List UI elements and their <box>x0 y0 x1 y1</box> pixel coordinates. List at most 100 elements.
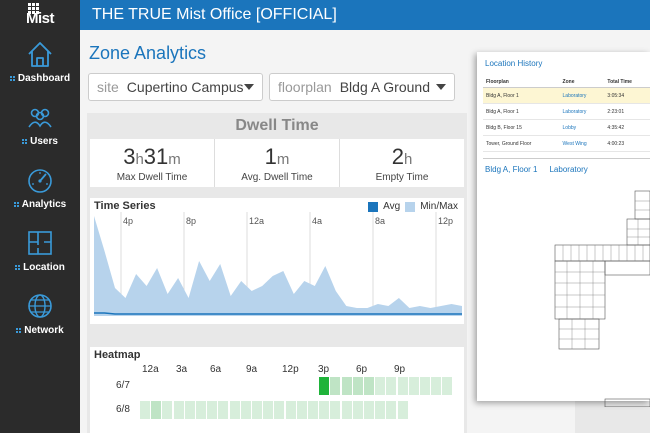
heatmap-cell[interactable] <box>162 401 173 419</box>
gauge-icon <box>28 169 52 193</box>
sidebar-item-dashboard[interactable]: Dashboard <box>0 30 80 93</box>
floorplan-map[interactable] <box>477 177 650 407</box>
heatmap-cell[interactable] <box>341 401 352 419</box>
heatmap-cell[interactable] <box>364 401 374 419</box>
heatmap-day-label: 6/8 <box>116 404 130 415</box>
series-line-avg <box>94 312 462 315</box>
zone-link[interactable]: Laboratory <box>559 87 605 104</box>
time-series-title: Time Series <box>94 200 156 212</box>
table-cell: Bldg A, Floor 1 <box>483 103 560 120</box>
heatmap-cell[interactable] <box>296 401 307 419</box>
page-title: Zone Analytics <box>89 43 207 63</box>
zone-link[interactable]: West Wing <box>559 135 605 152</box>
users-icon <box>28 108 52 128</box>
heatmap-cell[interactable] <box>263 401 274 419</box>
heatmap-cell[interactable] <box>196 401 206 419</box>
heatmap-cell[interactable] <box>330 401 341 419</box>
zone-name: Laboratory <box>549 165 588 174</box>
heatmap-hour-label: 3a <box>176 364 188 375</box>
heatmap-cell[interactable] <box>184 401 195 419</box>
table-cell: Bldg B, Floor 15 <box>483 119 560 136</box>
heatmap-cell[interactable] <box>341 377 352 395</box>
sidebar-item-users[interactable]: Users <box>0 93 80 156</box>
heatmap-cell[interactable] <box>408 377 419 395</box>
time-series-chart[interactable]: Time Series Avg Min/Max 4p 8p 12a 4a 8a 12p <box>90 198 464 324</box>
sidebar-item-label: Users <box>30 136 58 147</box>
heatmap-cell[interactable] <box>229 401 240 419</box>
chevron-down-icon <box>244 84 254 90</box>
table-row[interactable]: Bldg A, Floor 1 Laboratory 3:05:34 <box>483 87 650 104</box>
stat-empty-time: 2h Empty Time <box>340 139 464 187</box>
heatmap-cell[interactable] <box>364 377 374 395</box>
chart-legend: Avg Min/Max <box>368 201 458 212</box>
table-row[interactable]: Tower, Ground Floor West Wing 4:00:23 <box>483 135 650 152</box>
heatmap-cell[interactable] <box>330 377 341 395</box>
time-series-plot: 4p 8p 12a 4a 8a 12p <box>94 212 462 316</box>
sidebar-item-analytics[interactable]: Analytics <box>0 156 80 219</box>
x-tick-label: 12a <box>249 216 264 226</box>
floorplan-select-value: Bldg A Ground <box>339 79 430 95</box>
heatmap-cell[interactable] <box>218 401 229 419</box>
heatmap-cell[interactable] <box>308 401 318 419</box>
sidebar-item-network[interactable]: Network <box>0 282 80 345</box>
heatmap-cell[interactable] <box>386 401 397 419</box>
heatmap-cell[interactable] <box>240 401 251 419</box>
mist-logo[interactable]: Mist <box>0 0 80 30</box>
legend-label-avg[interactable]: Avg <box>383 201 401 212</box>
org-title: THE TRUE Mist Office [OFFICIAL] <box>92 6 337 23</box>
stat-label: Avg. Dwell Time <box>241 171 313 183</box>
chevron-down-icon <box>436 84 446 90</box>
stat-label: Max Dwell Time <box>116 171 188 183</box>
column-header[interactable]: Zone <box>559 77 605 88</box>
heatmap-cell[interactable] <box>285 401 296 419</box>
floorplan-caption: Bldg A, Floor 1 Laboratory <box>485 165 588 174</box>
zone-link[interactable]: Lobby <box>559 119 605 136</box>
table-cell: 4:00:23 <box>604 135 650 152</box>
heatmap-title: Heatmap <box>94 349 141 361</box>
table-row[interactable]: Bldg B, Floor 15 Lobby 4:35:42 <box>483 119 650 136</box>
column-header[interactable]: Total Time <box>604 77 650 88</box>
legend-label-minmax[interactable]: Min/Max <box>420 201 458 212</box>
heatmap-cell[interactable] <box>252 401 262 419</box>
sidebar-item-location[interactable]: Location <box>0 219 80 282</box>
heatmap-cell[interactable] <box>375 377 386 395</box>
heatmap-cell[interactable] <box>207 401 218 419</box>
heatmap-cell[interactable] <box>140 401 150 419</box>
stat-value: 1 <box>264 143 277 169</box>
heatmap-cell[interactable] <box>397 377 408 395</box>
x-tick-label: 8p <box>186 216 196 226</box>
table-cell: Tower, Ground Floor <box>483 135 560 152</box>
stat-max-dwell: 3h31m Max Dwell Time <box>90 139 215 187</box>
x-tick-label: 4a <box>312 216 322 226</box>
floorplan-select-label: floorplan <box>278 79 332 95</box>
series-area-minmax <box>94 216 462 316</box>
zone-link[interactable]: Laboratory <box>559 103 605 120</box>
heatmap-cell[interactable] <box>319 377 330 395</box>
table-row[interactable]: Bldg A, Floor 1 Laboratory 2:23:01 <box>483 103 650 120</box>
heatmap-day-label: 6/7 <box>116 380 130 391</box>
heatmap-cell[interactable] <box>319 401 330 419</box>
floorplan-name: Bldg A, Floor 1 <box>485 165 538 174</box>
heatmap-cell[interactable] <box>352 377 363 395</box>
heatmap-cell[interactable] <box>352 401 363 419</box>
table-cell: 3:05:34 <box>604 87 650 104</box>
heatmap-cell[interactable] <box>151 401 162 419</box>
heatmap-cell[interactable] <box>375 401 386 419</box>
heatmap-cell[interactable] <box>431 377 442 395</box>
heatmap-panel: Heatmap 12a 3a 6a 9a 12p 3p 6p 9p 6/7 6/8 <box>90 347 464 433</box>
column-header[interactable]: Floorplan <box>483 77 560 88</box>
site-select[interactable]: site Cupertino Campus <box>88 73 263 101</box>
heatmap-cell[interactable] <box>173 401 184 419</box>
heatmap-cell[interactable] <box>420 377 430 395</box>
sidebar-item-label: Analytics <box>21 199 67 210</box>
heatmap-cell[interactable] <box>274 401 285 419</box>
stat-avg-dwell: 1m Avg. Dwell Time <box>215 139 340 187</box>
heatmap-hour-label: 9a <box>246 364 258 375</box>
heatmap-cell[interactable] <box>397 401 408 419</box>
heatmap-cell[interactable] <box>442 377 453 395</box>
sidebar-item-label: Dashboard <box>17 73 71 84</box>
table-cell: Bldg A, Floor 1 <box>483 87 560 104</box>
heatmap-cell[interactable] <box>386 377 397 395</box>
home-icon <box>28 42 52 67</box>
floorplan-select[interactable]: floorplan Bldg A Ground <box>269 73 455 101</box>
